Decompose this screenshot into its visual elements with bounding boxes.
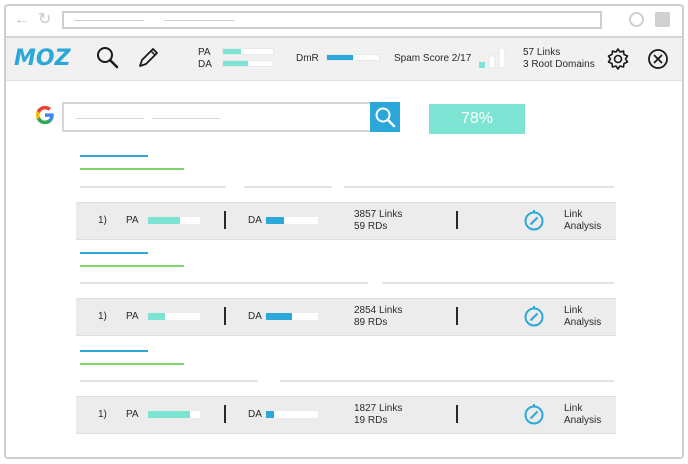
result-snippet-line	[80, 186, 226, 188]
score-badge: 78%	[429, 104, 525, 134]
search-button[interactable]	[370, 102, 400, 132]
result-snippet-line	[80, 282, 368, 284]
result-rank: 1)	[98, 215, 107, 226]
divider	[456, 405, 458, 423]
links-count: 57 Links	[523, 47, 561, 58]
result-pa-label: PA	[126, 311, 139, 322]
search-icon	[375, 107, 396, 128]
spam-score-label: Spam Score 2/17	[394, 53, 472, 64]
google-icon	[35, 105, 54, 125]
divider	[456, 211, 458, 229]
result-pa-meter	[148, 217, 200, 224]
result-title-line[interactable]	[80, 350, 148, 352]
result-rank: 1)	[98, 311, 107, 322]
result-da-label: DA	[248, 311, 262, 322]
da-meter	[222, 60, 274, 67]
result-da-meter	[266, 217, 318, 224]
link-analysis-label[interactable]: Link	[564, 305, 583, 316]
result-pa-meter	[148, 411, 200, 418]
result-da-label: DA	[248, 215, 262, 226]
da-label: DA	[198, 59, 212, 70]
google-search-input[interactable]	[62, 102, 372, 132]
result-title-line[interactable]	[80, 155, 148, 157]
result-pa-label: PA	[126, 409, 139, 420]
pa-meter	[222, 48, 274, 55]
result-da-meter	[266, 411, 318, 418]
dmr-meter	[326, 54, 380, 61]
result-rds: 89 RDs	[354, 317, 388, 328]
result-da-label: DA	[248, 409, 262, 420]
link-analysis-label[interactable]: Link	[564, 209, 583, 220]
result-rds: 19 RDs	[354, 415, 388, 426]
divider	[224, 211, 226, 229]
result-snippet-line	[80, 380, 258, 382]
menu-button[interactable]	[655, 12, 670, 27]
compass-icon[interactable]	[522, 305, 546, 329]
result-snippet-line	[244, 186, 332, 188]
result-metrics-row: 1) PA DA 1827 Links 19 RDs Link Analysis	[76, 396, 616, 434]
close-icon[interactable]	[646, 47, 670, 71]
back-arrow-icon[interactable]: ←	[14, 11, 30, 28]
result-links: 1827 Links	[354, 403, 403, 414]
pencil-icon[interactable]	[136, 46, 160, 70]
result-da-meter	[266, 313, 318, 320]
result-snippet-line	[280, 380, 614, 382]
pa-label: PA	[198, 47, 211, 58]
result-links: 3857 Links	[354, 209, 403, 220]
profile-button[interactable]	[629, 12, 644, 27]
result-snippet-line	[344, 186, 614, 188]
browser-chrome: ← ↻	[6, 6, 682, 38]
divider	[224, 307, 226, 325]
result-rank: 1)	[98, 409, 107, 420]
result-title-line[interactable]	[80, 252, 148, 254]
address-bar[interactable]	[62, 11, 602, 29]
compass-icon[interactable]	[522, 403, 546, 427]
result-metrics-row: 1) PA DA 3857 Links 59 RDs Link Analysis	[76, 202, 616, 240]
result-links: 2854 Links	[354, 305, 403, 316]
spam-bars-icon	[479, 47, 506, 69]
link-analysis-label-2[interactable]: Analysis	[564, 415, 602, 426]
result-pa-label: PA	[126, 215, 139, 226]
result-snippet-line	[382, 282, 614, 284]
result-rds: 59 RDs	[354, 221, 388, 232]
result-url-line[interactable]	[80, 363, 184, 365]
browser-window: ← ↻ MOZ PA DA DmR Spam Score 2/17	[4, 4, 684, 459]
gear-icon[interactable]	[606, 47, 630, 71]
divider	[456, 307, 458, 325]
reload-icon[interactable]: ↻	[38, 11, 52, 28]
link-analysis-label-2[interactable]: Analysis	[564, 317, 602, 328]
link-analysis-label-2[interactable]: Analysis	[564, 221, 602, 232]
result-url-line[interactable]	[80, 168, 184, 170]
result-url-line[interactable]	[80, 265, 184, 267]
divider	[224, 405, 226, 423]
compass-icon[interactable]	[522, 209, 546, 233]
link-analysis-label[interactable]: Link	[564, 403, 583, 414]
dmr-label: DmR	[296, 53, 319, 64]
result-metrics-row: 1) PA DA 2854 Links 89 RDs Link Analysis	[76, 298, 616, 336]
result-pa-meter	[148, 313, 200, 320]
mozbar-toolbar: MOZ PA DA DmR Spam Score 2/17 57 Links 3…	[6, 38, 682, 81]
root-domains-count: 3 Root Domains	[523, 59, 595, 70]
search-icon[interactable]	[96, 46, 120, 70]
moz-logo: MOZ	[14, 46, 71, 71]
